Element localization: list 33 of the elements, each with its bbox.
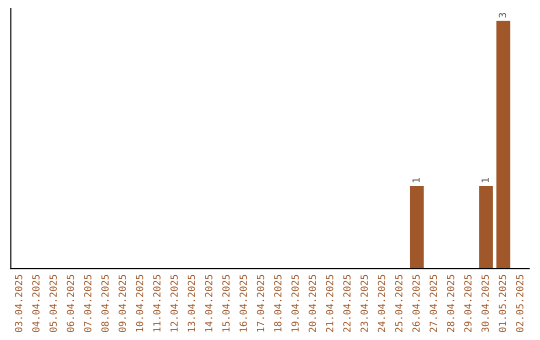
data-label: 1: [412, 178, 420, 182]
x-tick-label: 17.04.2025: [256, 274, 264, 332]
data-label: 3: [498, 12, 506, 18]
x-tick-label: 18.04.2025: [274, 274, 282, 332]
x-tick-label: 10.04.2025: [136, 274, 144, 332]
x-tick-label: 14.04.2025: [205, 274, 212, 332]
x-tick-label: 11.04.2025: [153, 274, 161, 332]
x-tick-label: 27.04.2025: [430, 274, 438, 332]
x-tick-label: 26.04.2025: [412, 274, 420, 332]
x-tick-label: 05.04.2025: [49, 274, 57, 332]
x-tick-label: 06.04.2025: [66, 274, 74, 332]
x-tick-label: 02.05.2025: [516, 274, 524, 332]
x-tick-label: 15.04.2025: [222, 274, 230, 332]
x-tick-label: 20.04.2025: [308, 274, 316, 332]
x-tick-label: 29.04.2025: [464, 274, 472, 332]
data-label: 1: [482, 178, 489, 182]
x-tick-label: 28.04.2025: [446, 274, 454, 332]
x-tick-label: 24.04.2025: [378, 274, 386, 332]
x-tick-label: 09.04.2025: [118, 274, 126, 332]
x-tick-label: 21.04.2025: [326, 274, 334, 332]
x-tick-label: 23.04.2025: [360, 274, 368, 332]
x-tick-label: 25.04.2025: [395, 274, 402, 332]
x-tick-label: 03.04.2025: [14, 274, 22, 332]
x-tick-label: 04.04.2025: [32, 274, 40, 332]
x-tick-label: 19.04.2025: [291, 274, 299, 332]
x-tick-label: 30.04.2025: [481, 274, 489, 332]
x-tick-label: 12.04.2025: [170, 274, 178, 332]
x-tick-label: 01.05.2025: [498, 274, 506, 332]
x-tick-label: 08.04.2025: [101, 274, 109, 332]
x-tick-label: 16.04.2025: [240, 274, 247, 332]
x-tick-label: 22.04.2025: [343, 274, 351, 332]
x-tick-label: 13.04.2025: [188, 274, 196, 332]
x-tick-label: 07.04.2025: [84, 274, 92, 332]
